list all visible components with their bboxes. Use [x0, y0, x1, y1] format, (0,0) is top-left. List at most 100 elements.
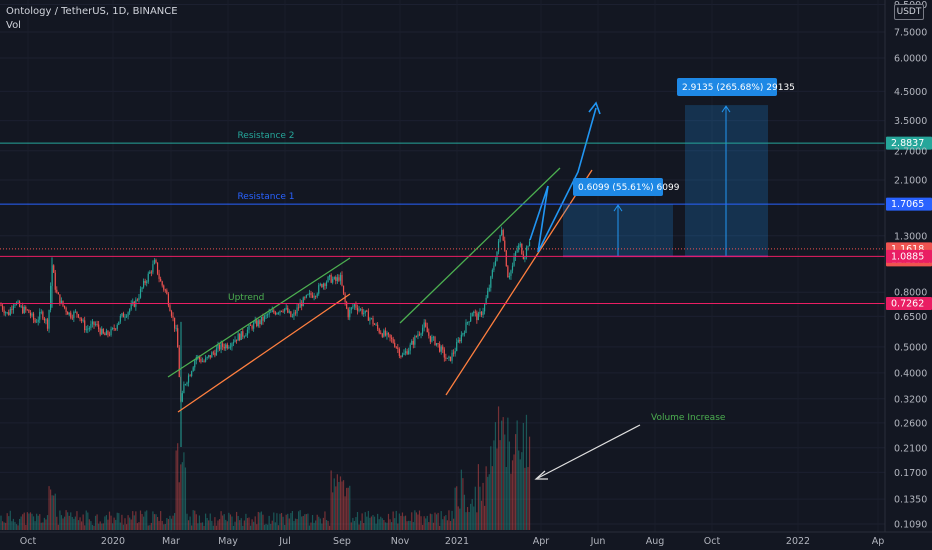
volume-bar — [36, 513, 38, 530]
candle — [377, 322, 379, 332]
candle — [129, 308, 131, 315]
candle — [434, 335, 436, 346]
volume-bar — [101, 523, 103, 530]
volume-bar — [434, 512, 436, 530]
candle — [119, 314, 121, 324]
volume-bar — [1, 521, 4, 530]
candle — [383, 328, 385, 338]
volume-bar — [143, 516, 145, 530]
time-tick-label: Sep — [333, 536, 351, 547]
candle — [40, 309, 42, 315]
candle — [43, 317, 45, 324]
candle — [336, 274, 338, 284]
volume-bar — [70, 512, 72, 530]
candle — [242, 328, 244, 340]
volume-bar — [79, 517, 81, 530]
volume-bar — [468, 512, 470, 530]
target-1-label-box[interactable] — [573, 178, 663, 196]
volume-bar — [74, 516, 76, 530]
volume-bar — [408, 520, 410, 530]
volume-bar — [248, 517, 250, 530]
candle — [243, 335, 245, 339]
price-tick-label: 7.5000 — [894, 28, 927, 39]
candle — [417, 330, 419, 340]
level-badge[interactable] — [886, 197, 932, 211]
candle — [404, 347, 407, 356]
volume-bar — [429, 513, 431, 530]
volume-bar — [153, 514, 156, 530]
candle — [308, 289, 311, 298]
volume-bar — [477, 464, 479, 530]
volume-bar — [262, 514, 264, 530]
candle — [324, 282, 326, 290]
volume-bars — [0, 406, 531, 530]
candle — [378, 327, 380, 335]
candle — [431, 334, 433, 343]
volume-bar — [5, 522, 7, 530]
candle — [87, 324, 89, 334]
volume-bar — [53, 495, 55, 530]
volume-bar — [491, 466, 493, 530]
volume-bar — [505, 466, 507, 530]
volume-bar — [301, 516, 303, 530]
volume-bar — [395, 510, 397, 530]
candle — [449, 356, 452, 362]
candle — [296, 303, 298, 317]
volume-bar — [82, 514, 84, 530]
candle — [245, 333, 247, 337]
volume-bar — [324, 511, 326, 530]
volume-bar — [267, 524, 269, 530]
candle — [446, 357, 448, 359]
target-2-label-box[interactable] — [677, 78, 777, 96]
candle — [507, 264, 509, 278]
volume-bar — [363, 523, 365, 530]
wedge-lower-line[interactable] — [445, 169, 593, 396]
volume-bar — [496, 448, 498, 530]
volume-bar — [274, 522, 276, 530]
volume-bar — [352, 517, 354, 530]
level-badge[interactable] — [886, 249, 932, 263]
candle — [508, 272, 510, 280]
volume-bar — [384, 522, 386, 530]
candle — [237, 331, 239, 341]
level-badge[interactable] — [886, 296, 932, 310]
candle — [400, 355, 402, 359]
volume-bar — [409, 520, 411, 530]
volume-bar — [40, 522, 42, 530]
channel-lower-line[interactable] — [177, 293, 351, 413]
wedge-upper-line[interactable] — [399, 167, 561, 324]
candle — [293, 309, 295, 320]
volume-bar — [175, 450, 177, 530]
candle — [143, 278, 145, 289]
volume-bar — [183, 452, 185, 530]
time-axis[interactable]: Oct 2020 Mar May Jul Sep Nov 2021 Apr Jun Aug Oct 20… — [0, 531, 932, 547]
price-levels[interactable]: Resistance 2 2.8837 Resistance 1 1.7065 1.16… — [0, 131, 932, 310]
volume-bar — [68, 515, 70, 530]
price-tick-label: 1.3000 — [894, 231, 927, 242]
candle — [406, 348, 408, 355]
candle — [6, 312, 8, 315]
candle — [411, 339, 413, 345]
volume-bar — [141, 514, 143, 530]
candle — [260, 316, 262, 326]
candle — [473, 310, 475, 317]
volume-bar — [256, 524, 258, 530]
volume-bar — [457, 506, 459, 530]
candle — [280, 310, 283, 313]
candle — [26, 309, 28, 311]
volume-bar — [178, 482, 180, 530]
level-badge[interactable] — [886, 136, 932, 150]
volume-bar — [98, 523, 100, 530]
candle — [493, 262, 495, 273]
channel-upper-line[interactable] — [167, 257, 351, 378]
candle — [519, 241, 521, 248]
volume-bar — [218, 519, 221, 530]
volume-increase-arrow[interactable] — [537, 424, 641, 479]
candle — [366, 309, 368, 313]
volume-bar — [513, 454, 515, 530]
candle — [448, 355, 450, 362]
volume-bar — [299, 510, 301, 530]
candle — [437, 343, 439, 348]
currency-badge[interactable]: USDT — [894, 4, 924, 20]
